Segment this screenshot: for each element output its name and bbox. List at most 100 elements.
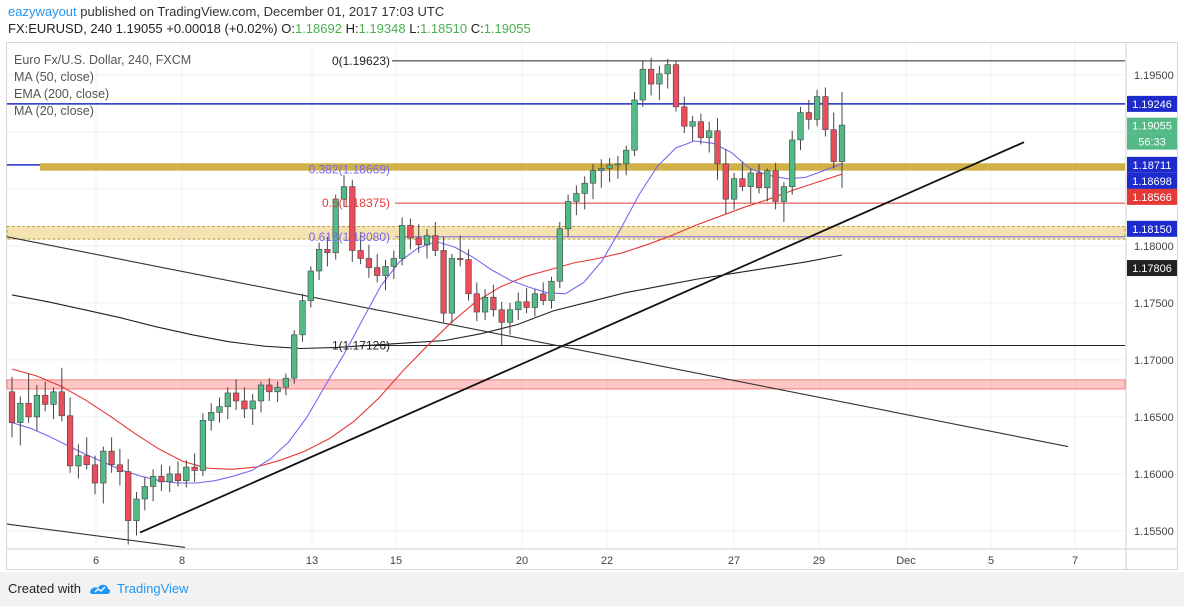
price-tag-label: 1.18698: [1132, 176, 1172, 188]
candle: [448, 258, 456, 314]
candle: [490, 296, 497, 311]
price-tag-label: 1.19246: [1132, 99, 1172, 111]
candles: [8, 57, 846, 545]
tradingview-link[interactable]: TradingView: [117, 581, 189, 596]
price-tag: [1127, 260, 1177, 277]
candle: [606, 164, 613, 169]
candle: [623, 149, 630, 165]
candle: [390, 258, 397, 267]
x-tick-label: 29: [813, 555, 825, 567]
candle: [133, 498, 140, 521]
candle: [324, 249, 331, 254]
candle: [208, 412, 215, 421]
candle: [100, 450, 107, 484]
candle: [730, 178, 738, 200]
price-tag-label: 56:33: [1138, 137, 1166, 149]
x-tick-label: 6: [93, 555, 99, 567]
price-tag-label: 1.18566: [1132, 192, 1172, 204]
fib-label: 0.618(1.18080): [309, 230, 390, 244]
candle: [706, 130, 713, 138]
candle: [357, 250, 364, 259]
price-chart[interactable]: 0(1.19623) 0.382(1.18669) 0.5(1.18375) 0.61…: [0, 0, 1184, 572]
grid: [7, 43, 1125, 548]
chart-header: eazywayout published on TradingView.com,…: [0, 0, 1184, 40]
y-tick-label: 1.17000: [1134, 355, 1174, 367]
candle: [50, 391, 57, 405]
lower-channel-line: [6, 523, 186, 548]
candle: [789, 139, 796, 187]
candle: [589, 170, 597, 184]
y-tick-label: 1.15500: [1134, 526, 1174, 538]
candle: [150, 475, 157, 487]
open-value: 1.18692: [294, 21, 342, 36]
x-tick-label: 15: [390, 555, 402, 567]
candle: [672, 64, 680, 108]
candle: [739, 178, 746, 187]
candle: [257, 384, 265, 402]
candle: [598, 168, 605, 171]
price-tag-label: 1.17806: [1132, 263, 1172, 275]
candle: [432, 235, 439, 251]
trend-lines: [6, 60, 1125, 548]
x-tick-label: 13: [306, 555, 318, 567]
candle: [440, 250, 447, 314]
candle: [415, 237, 422, 246]
x-tick-label: 27: [728, 555, 740, 567]
candle: [556, 228, 563, 282]
legend-ma20: MA (20, close): [14, 104, 94, 118]
candle: [365, 258, 373, 268]
x-tick-label: 20: [516, 555, 528, 567]
fib-zone-upper: [40, 163, 1125, 171]
candle: [199, 420, 207, 471]
candle: [282, 377, 290, 388]
high-label: H:: [345, 21, 359, 36]
legend-ema200: EMA (200, close): [14, 87, 109, 101]
close-value: 1.19055: [483, 21, 531, 36]
candle: [332, 198, 339, 254]
candle: [17, 402, 24, 423]
candle: [614, 163, 621, 166]
candle: [33, 394, 40, 418]
price-tag: [1127, 188, 1177, 205]
candle: [564, 201, 572, 230]
publish-line: eazywayout published on TradingView.com,…: [8, 4, 444, 19]
candle: [315, 249, 323, 272]
candle: [822, 96, 829, 130]
candle: [755, 172, 763, 189]
open-label: O:: [281, 21, 295, 36]
candle: [398, 225, 406, 259]
candle: [374, 267, 381, 276]
fib-zone-lower: [6, 226, 1126, 240]
candle: [141, 486, 148, 500]
candle: [42, 394, 49, 405]
candle: [772, 170, 779, 202]
price-tag-label: 1.19055: [1132, 121, 1172, 133]
footer: Created with TradingView: [0, 572, 1184, 606]
candle: [108, 450, 115, 466]
last-price: 1.19055: [115, 21, 163, 36]
fib-label: 0(1.19623): [332, 54, 390, 68]
candle: [191, 466, 198, 471]
candle: [681, 106, 688, 127]
price-tag: [1127, 133, 1177, 150]
candle: [274, 386, 281, 393]
candle: [216, 406, 223, 413]
candle: [340, 186, 348, 200]
candle: [830, 129, 837, 162]
price-tag-label: 1.18150: [1132, 224, 1172, 236]
candle: [656, 73, 663, 85]
low-value: 1.18510: [420, 21, 468, 36]
price-tag: [1127, 95, 1177, 112]
candle: [465, 259, 472, 295]
created-with-label: Created with: [8, 581, 81, 596]
candle: [233, 392, 240, 402]
candle: [473, 293, 480, 313]
price-tag: [1127, 220, 1177, 237]
publisher-link[interactable]: eazywayout: [8, 4, 77, 19]
candle: [174, 473, 182, 482]
candle: [166, 473, 173, 483]
candle: [67, 415, 74, 467]
candle: [349, 186, 356, 251]
fib-label: 1(1.17126): [332, 339, 390, 353]
candle: [631, 99, 638, 151]
